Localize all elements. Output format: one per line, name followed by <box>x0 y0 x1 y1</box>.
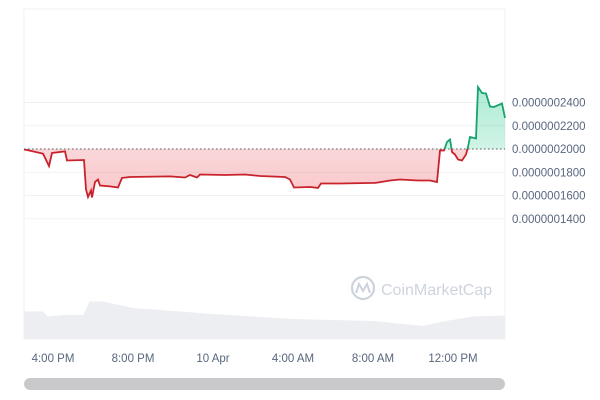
x-tick-label: 4:00 AM <box>272 353 314 365</box>
y-tick-label: 0.0000001600 <box>512 191 586 203</box>
volume-area <box>24 301 505 339</box>
x-tick-label: 4:00 PM <box>32 353 75 365</box>
x-tick-label: 10 Apr <box>196 353 229 365</box>
watermark: CoinMarketCap <box>350 275 492 301</box>
horizontal-scrollbar[interactable] <box>24 378 505 390</box>
coinmarketcap-logo-icon <box>350 275 376 301</box>
area-below-baseline <box>24 149 505 198</box>
logo-m-icon <box>355 281 371 294</box>
y-tick-label: 0.0000001800 <box>512 167 586 179</box>
y-tick-label: 0.0000002400 <box>512 98 586 110</box>
x-tick-label: 12:00 PM <box>428 353 477 365</box>
y-tick-label: 0.0000002200 <box>512 121 586 133</box>
y-tick-label: 0.0000001400 <box>512 214 586 226</box>
price-line-down <box>23 149 469 200</box>
x-tick-label: 8:00 AM <box>352 353 394 365</box>
y-tick-label: 0.0000002000 <box>512 144 586 156</box>
watermark-text: CoinMarketCap <box>381 282 492 299</box>
x-tick-label: 8:00 PM <box>112 353 155 365</box>
